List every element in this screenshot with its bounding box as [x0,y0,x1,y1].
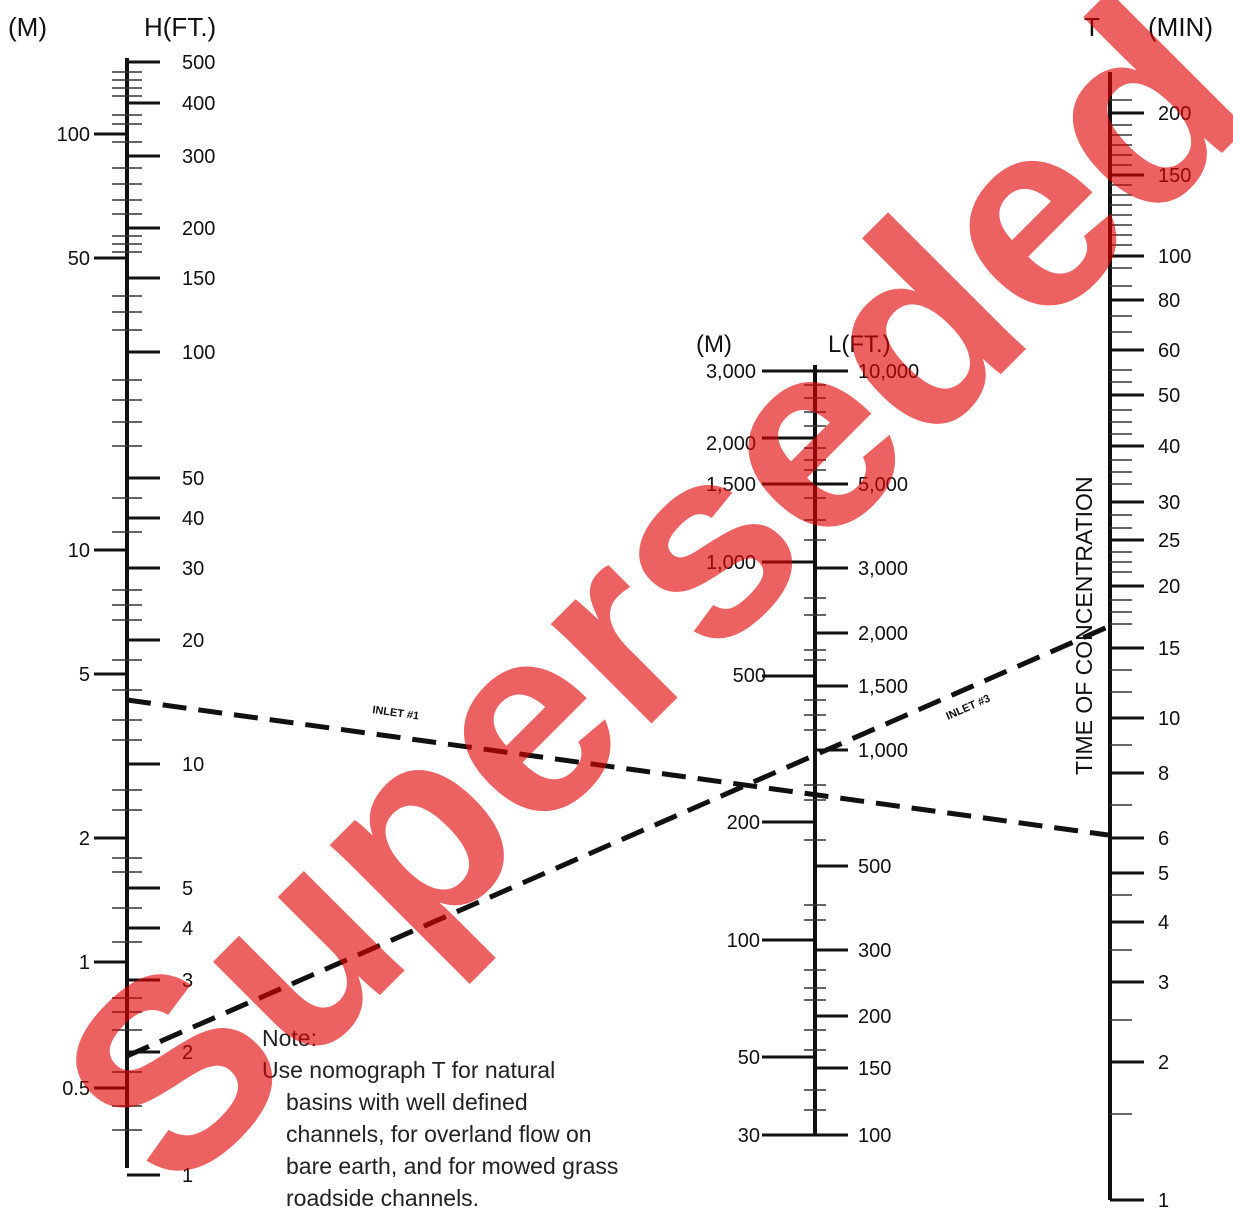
note-line: roadside channels. [286,1185,480,1211]
l-tick-label: 150 [858,1058,891,1080]
h-tick-label: 1 [182,1165,193,1187]
l-m-tick-label: 1,000 [706,552,756,574]
t-tick-label: 60 [1158,340,1180,362]
l-m-tick-label: 3,000 [706,361,756,383]
t-tick-label: 10 [1158,708,1180,730]
l-tick-label: 5,000 [858,474,908,496]
t-tick-label: 20 [1158,576,1180,598]
t-tick-label: 100 [1158,246,1191,268]
t-tick-label: 2 [1158,1052,1169,1074]
l-m-tick-label: 30 [738,1125,760,1147]
inlet3-label: INLET #3 [944,693,992,723]
t-tick-label: 50 [1158,385,1180,407]
t-tick-label: 8 [1158,763,1169,785]
note-line: bare earth, and for mowed grass [286,1153,619,1179]
l-tick-label: 1,500 [858,676,908,698]
l-tick-label: 3,000 [858,558,908,580]
h-m-tick-label: 50 [68,248,90,270]
h-m-tick-label: 10 [68,540,90,562]
t-tick-label: 200 [1158,103,1191,125]
h-m-tick-label: 100 [57,124,90,146]
h-axis: 500 400 300 200 150 100 50 40 30 20 10 5… [57,52,216,1187]
t-tick-label: 30 [1158,492,1180,514]
t-tick-label: 6 [1158,828,1169,850]
l-m-tick-label: 50 [738,1047,760,1069]
t-axis-unit-t: T [1084,12,1100,42]
t-tick-label: 150 [1158,165,1191,187]
h-axis-unit-m: (M) [8,12,47,42]
inlet1-line [126,697,1109,838]
note-line: Use nomograph T for natural [262,1057,556,1083]
l-axis-ft-labels: 10,000 5,000 3,000 2,000 1,500 1,000 500… [858,361,919,1147]
h-tick-label: 150 [182,268,215,290]
t-tick-label: 25 [1158,530,1180,552]
inlet3-line [125,623,1112,1059]
h-axis-unit-ft: H(FT.) [144,12,216,42]
h-tick-label: 5 [182,878,193,900]
t-tick-label: 5 [1158,863,1169,885]
inlet1-label: INLET #1 [372,704,420,722]
t-axis-unit-min: (MIN) [1148,12,1213,42]
l-tick-label: 2,000 [858,623,908,645]
h-tick-label: 10 [182,754,204,776]
h-m-tick-label: 2 [79,828,90,850]
l-tick-label: 200 [858,1006,891,1028]
l-axis: 10,000 5,000 3,000 2,000 1,500 1,000 500… [706,361,919,1147]
l-axis-m-labels: 3,000 2,000 1,500 1,000 500 200 100 50 3… [706,361,766,1147]
note-title: Note: [262,1025,317,1051]
l-m-tick-label: 2,000 [706,433,756,455]
h-tick-label: 40 [182,508,204,530]
t-tick-label: 3 [1158,972,1169,994]
h-tick-label: 30 [182,558,204,580]
t-tick-label: 40 [1158,436,1180,458]
t-tick-label: 80 [1158,290,1180,312]
h-tick-label: 20 [182,630,204,652]
l-m-tick-label: 1,500 [706,474,756,496]
h-tick-label: 400 [182,93,215,115]
h-tick-label: 3 [182,970,193,992]
note-line: basins with well defined [286,1089,528,1115]
t-tick-label: 4 [1158,912,1169,934]
l-m-tick-label: 200 [727,812,760,834]
h-tick-label: 200 [182,218,215,240]
note-line: channels, for overland flow on [286,1121,592,1147]
t-axis-labels: 200 150 100 80 60 50 40 30 25 20 15 10 8… [1158,103,1191,1212]
l-tick-label: 300 [858,940,891,962]
h-m-tick-label: 1 [79,952,90,974]
t-axis: 200 150 100 80 60 50 40 30 25 20 15 10 8… [1071,72,1191,1212]
l-m-tick-label: 100 [727,930,760,952]
h-tick-label: 500 [182,52,215,74]
h-axis-m-labels: 100 50 10 5 2 1 0.5 [57,124,90,1100]
l-tick-label: 10,000 [858,361,919,383]
h-tick-label: 4 [182,918,193,940]
l-tick-label: 1,000 [858,740,908,762]
h-tick-label: 2 [182,1042,193,1064]
h-m-tick-label: 0.5 [62,1078,90,1100]
h-tick-label: 100 [182,342,215,364]
h-tick-label: 50 [182,468,204,490]
l-tick-label: 100 [858,1125,891,1147]
note-block: Note: Use nomograph T for natural basins… [262,1022,732,1214]
h-tick-label: 300 [182,146,215,168]
h-m-tick-label: 5 [79,664,90,686]
l-m-tick-label: 500 [733,665,766,687]
h-axis-ft-labels: 500 400 300 200 150 100 50 40 30 20 10 5… [182,52,215,1187]
l-tick-label: 500 [858,856,891,878]
l-axis-unit-m: (M) [696,331,732,358]
t-axis-title: TIME OF CONCENTRATION [1071,476,1097,775]
t-tick-label: 1 [1158,1190,1169,1212]
l-axis-unit-ft: L(FT.) [828,331,891,358]
t-tick-label: 15 [1158,638,1180,660]
